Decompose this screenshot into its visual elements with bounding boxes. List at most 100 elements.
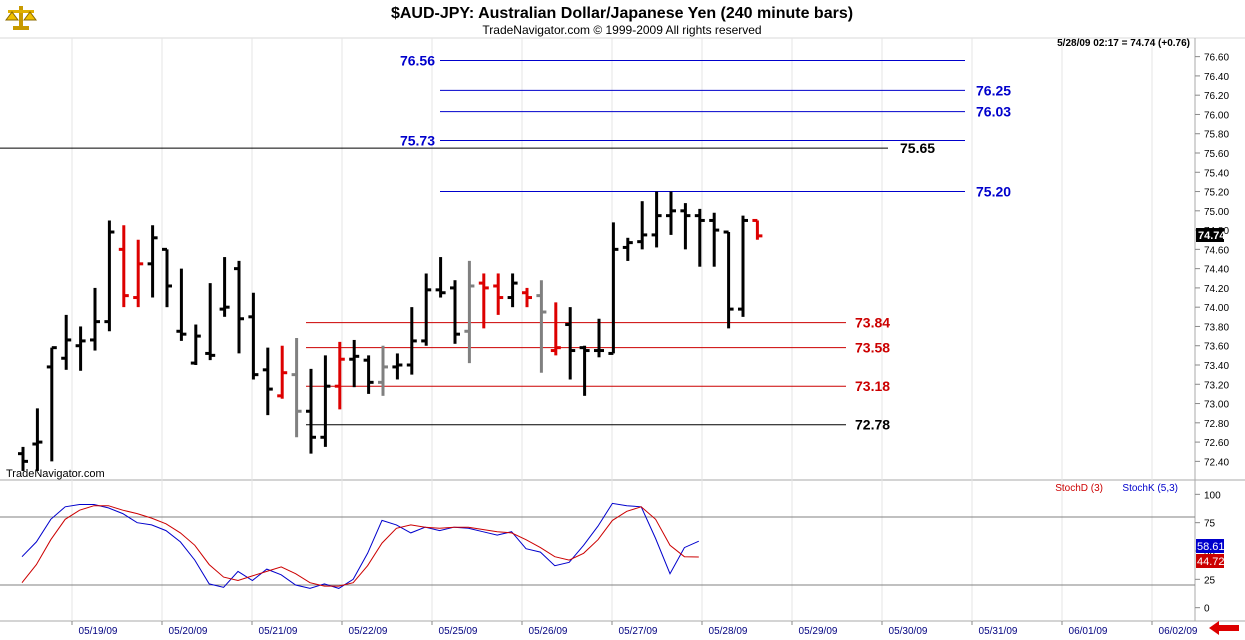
price-tag-value: 74.74	[1198, 230, 1226, 242]
y-tick-label: 75.00	[1204, 207, 1229, 218]
ohlc-bar	[205, 283, 216, 361]
scale-logo-icon[interactable]	[4, 2, 38, 32]
ohlc-bar	[363, 355, 374, 394]
y-tick-label: 73.40	[1204, 361, 1229, 372]
price-tag: 74.74	[1196, 228, 1226, 242]
y-tick-label: 74.40	[1204, 265, 1229, 276]
ohlc-bar	[18, 446, 28, 471]
stoch-k-legend: StochK (5,3)	[1122, 483, 1178, 494]
price-bars	[18, 191, 763, 471]
ohlc-bar	[478, 273, 489, 329]
ohlc-bar	[450, 280, 460, 344]
ohlc-bar	[190, 324, 201, 365]
y-tick-label: 73.00	[1204, 400, 1229, 411]
level-label-73.58: 73.58	[855, 340, 890, 356]
ohlc-bar	[349, 339, 360, 388]
y-tick-label: 73.60	[1204, 342, 1229, 353]
level-label-76.03: 76.03	[976, 104, 1011, 120]
x-tick-label: 05/27/09	[619, 626, 658, 637]
ohlc-bar	[392, 353, 403, 380]
ohlc-bar	[435, 257, 446, 298]
ohlc-bar	[579, 345, 590, 396]
ohlc-bar	[565, 307, 576, 380]
ohlc-bar	[464, 260, 475, 364]
stoch-y-tick-label: 25	[1204, 575, 1216, 586]
stoch-y-tick-label: 75	[1204, 519, 1216, 530]
x-tick-label: 05/19/09	[79, 626, 118, 637]
ohlc-bar	[104, 220, 115, 332]
ohlc-bar	[608, 222, 619, 355]
ohlc-bar	[522, 287, 532, 308]
ohlc-bar	[306, 368, 316, 454]
y-tick-label: 75.40	[1204, 168, 1229, 179]
ohlc-bar	[622, 237, 633, 261]
level-label-75.65: 75.65	[900, 140, 935, 156]
ohlc-bar	[666, 191, 676, 235]
ohlc-bar	[507, 273, 518, 308]
level-label-72.78: 72.78	[855, 417, 890, 433]
x-tick-label: 05/30/09	[889, 626, 928, 637]
scroll-left-arrow-icon[interactable]	[1209, 621, 1239, 635]
ohlc-bar	[46, 346, 57, 462]
stoch-d-line	[21, 505, 699, 587]
ohlc-bar	[709, 212, 720, 267]
ohlc-bar	[147, 225, 158, 298]
y-tick-label: 72.60	[1204, 438, 1229, 449]
level-label-75.20: 75.20	[976, 184, 1011, 200]
ohlc-bar	[61, 314, 72, 370]
y-tick-label: 72.80	[1204, 419, 1229, 430]
x-tick-label: 05/28/09	[709, 626, 748, 637]
x-tick-label: 05/22/09	[349, 626, 388, 637]
ohlc-bar	[536, 280, 547, 373]
x-tick-label: 06/01/09	[1069, 626, 1108, 637]
ohlc-bar	[133, 239, 144, 308]
level-label-76.25: 76.25	[976, 82, 1011, 98]
ohlc-bar	[651, 191, 662, 248]
stoch-d-tag: 44.72	[1196, 554, 1225, 568]
copyright-text: TradeNavigator.com © 1999-2009 All right…	[482, 23, 761, 37]
ohlc-bar	[320, 355, 331, 447]
y-tick-label: 76.40	[1204, 72, 1229, 83]
y-tick-label: 75.60	[1204, 149, 1229, 160]
ohlc-bar	[32, 408, 43, 471]
y-tick-label: 75.80	[1204, 130, 1229, 141]
x-tick-label: 05/20/09	[169, 626, 208, 637]
y-tick-label: 74.20	[1204, 284, 1229, 295]
ohlc-bar	[291, 338, 302, 438]
ohlc-bar	[550, 302, 561, 356]
y-tick-label: 76.00	[1204, 110, 1229, 121]
y-tick-label: 73.80	[1204, 322, 1229, 333]
chart-title: $AUD-JPY: Australian Dollar/Japanese Yen…	[391, 5, 853, 22]
ohlc-bar	[118, 225, 129, 308]
ohlc-bar	[90, 287, 100, 351]
ohlc-bar	[694, 208, 705, 267]
x-tick-label: 05/21/09	[259, 626, 298, 637]
ohlc-bar	[752, 218, 763, 240]
ohlc-bar	[162, 247, 172, 308]
ohlc-bar	[75, 326, 86, 371]
ohlc-bar	[262, 347, 273, 416]
y-tick-label: 75.20	[1204, 188, 1229, 199]
y-tick-label: 74.60	[1204, 245, 1229, 256]
y-tick-label: 76.60	[1204, 53, 1229, 64]
ohlc-bar	[406, 307, 417, 375]
stoch-k-value: 58.61	[1197, 541, 1225, 553]
ohlc-bar	[723, 230, 734, 329]
y-tick-label: 72.40	[1204, 457, 1229, 468]
stoch-y-tick-label: 0	[1204, 604, 1210, 615]
stoch-d-value: 44.72	[1197, 556, 1225, 568]
ohlc-bar	[219, 257, 230, 317]
y-tick-label: 76.20	[1204, 91, 1229, 102]
ohlc-bar	[738, 215, 748, 317]
x-tick-label: 05/31/09	[979, 626, 1018, 637]
vertical-gridlines	[71, 38, 1153, 621]
stoch-y-tick-label: 100	[1204, 490, 1221, 501]
level-label-76.56: 76.56	[400, 52, 435, 68]
chart-frame	[0, 37, 1245, 622]
y-tick-label: 74.00	[1204, 303, 1229, 314]
stoch-k-tag: 58.61	[1196, 539, 1225, 553]
ohlc-bar	[176, 268, 187, 341]
ohlc-bar	[234, 260, 244, 354]
